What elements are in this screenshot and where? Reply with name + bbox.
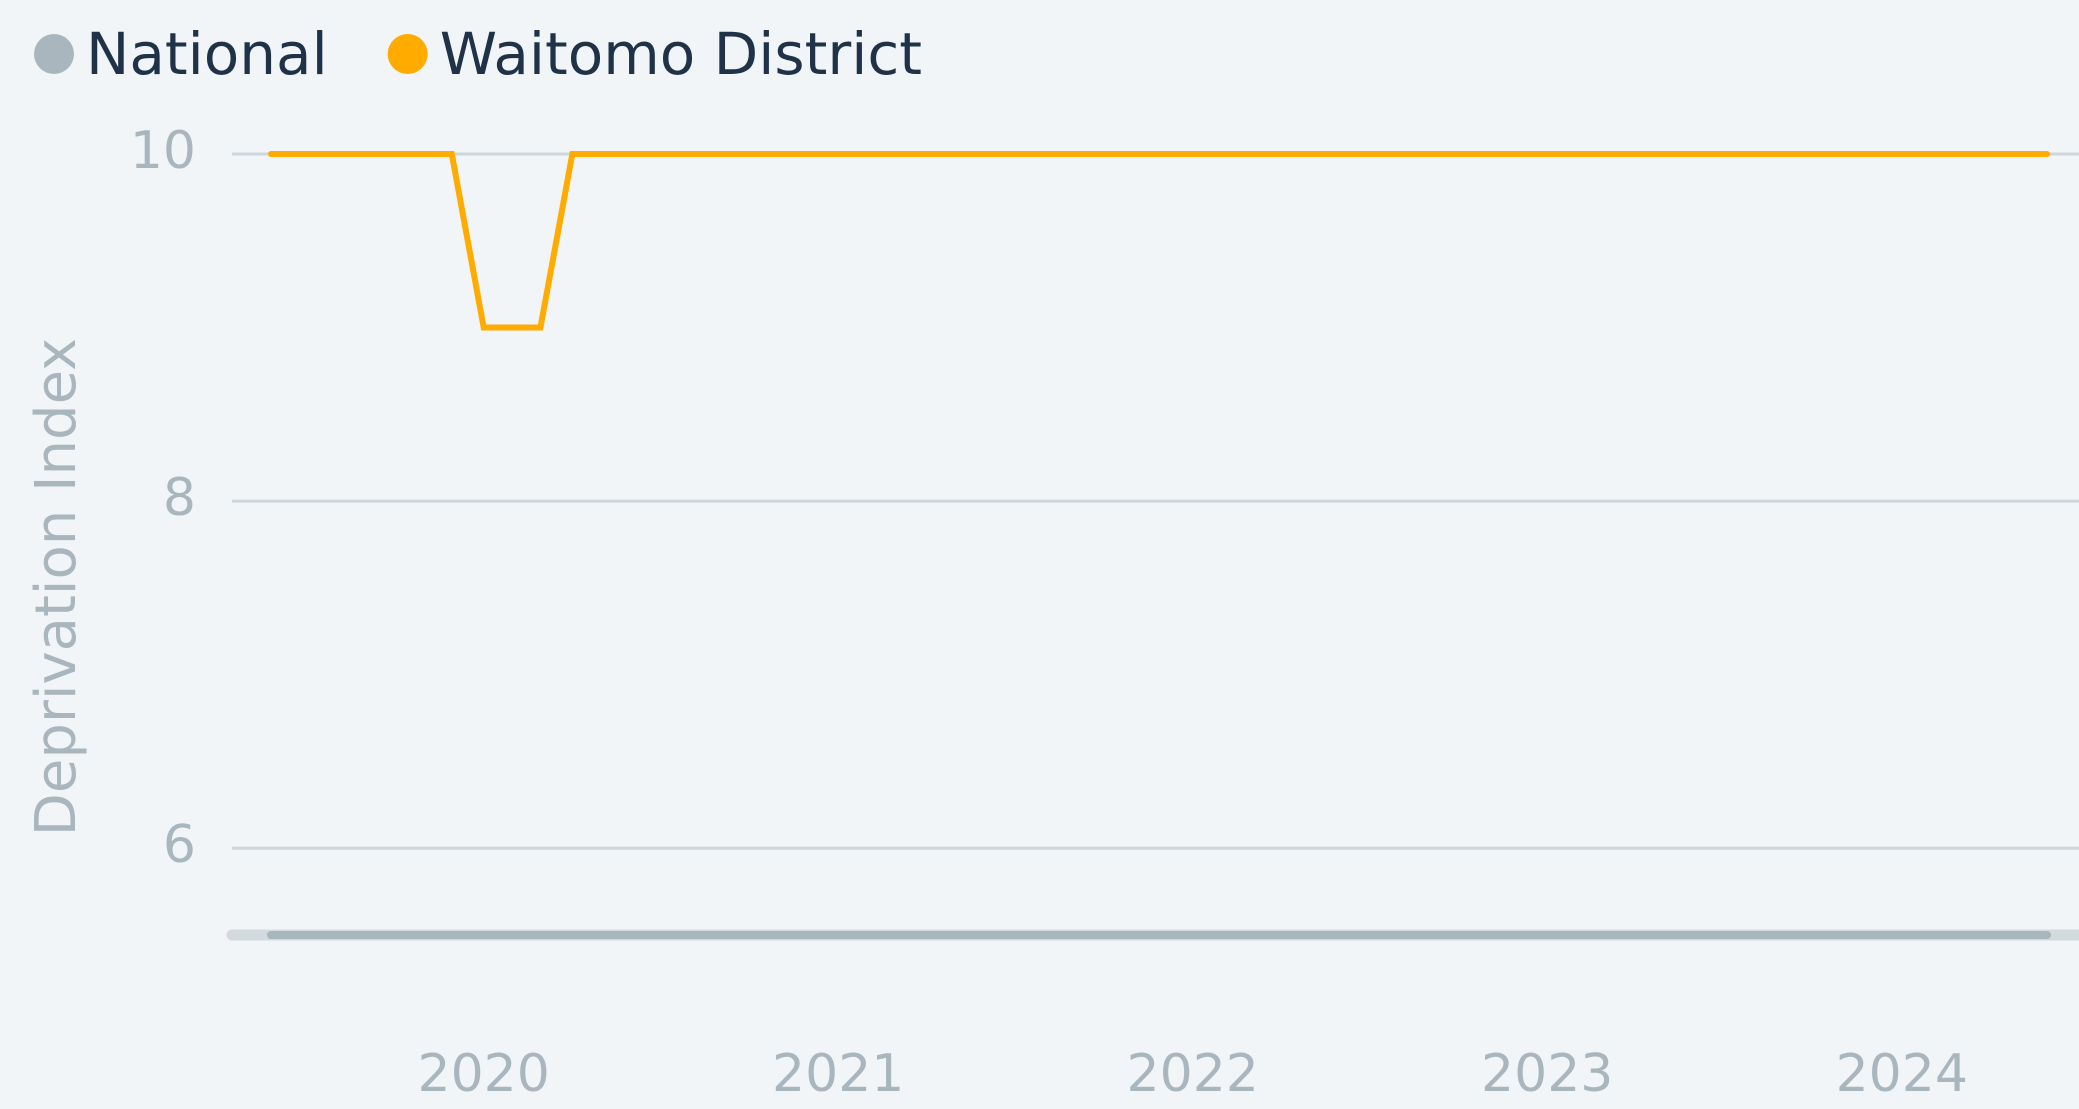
x-tick-label: 2020 bbox=[418, 1044, 550, 1104]
x-tick-label: 2023 bbox=[1481, 1044, 1613, 1104]
x-tick-label: 2022 bbox=[1127, 1044, 1259, 1104]
legend-swatch bbox=[387, 34, 428, 74]
x-tick-label: 2021 bbox=[772, 1044, 904, 1104]
series-line bbox=[267, 151, 2051, 331]
legend-label: Waitomo District bbox=[440, 20, 922, 88]
y-tick-label: 10 bbox=[130, 121, 196, 181]
y-axis-title: Deprivation Index bbox=[24, 338, 89, 836]
x-tick-label: 2024 bbox=[1836, 1044, 1968, 1104]
y-tick-label: 8 bbox=[163, 468, 196, 528]
legend-label: National bbox=[86, 20, 328, 88]
y-tick-label: 6 bbox=[163, 815, 196, 875]
legend-swatch bbox=[34, 34, 74, 74]
